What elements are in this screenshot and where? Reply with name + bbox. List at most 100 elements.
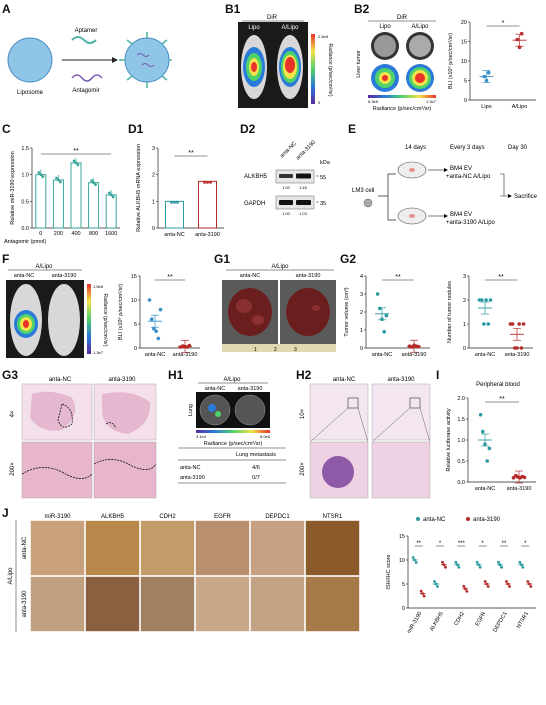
y-tick-label: 5 xyxy=(402,582,405,588)
ihc-image xyxy=(85,576,140,632)
y-tick-label: 0 xyxy=(402,606,405,612)
e-schematic: 14 days Every 3 days Day 30 LM3 cell BM4… xyxy=(352,145,538,226)
data-point xyxy=(107,191,111,195)
bar xyxy=(105,194,117,229)
bar xyxy=(88,182,100,229)
y-tick-label: 10 xyxy=(461,59,467,65)
y-tick-label: 1.0 xyxy=(21,173,29,179)
data-point xyxy=(109,193,113,197)
y-tick-label: 10 xyxy=(399,558,405,564)
y-tick-label: 0.5 xyxy=(21,199,29,205)
b1-imaging: DiR Lipo A/Lipo 2.5e8 0 Radiance (p/sec/… xyxy=(238,15,333,108)
ihc-image xyxy=(140,520,195,576)
d2-western-blot: anta-NC anta-3190 kDa ALKBH5 55 1.00 1.4… xyxy=(244,140,331,216)
h1-lung: A/Lipo anta-NC anta-3190 Lung 3.1e4 6.0e… xyxy=(178,377,286,484)
ihc-image xyxy=(30,520,85,576)
svg-text:anta-NC: anta-NC xyxy=(333,377,356,383)
x-tick-label: anta-3190 xyxy=(507,486,532,492)
svg-text:10×: 10× xyxy=(300,408,306,419)
data-point xyxy=(454,560,458,564)
x-axis-label: Antagomir (pmol) xyxy=(4,239,46,245)
y-axis-label: Relative luciferase activity xyxy=(446,408,452,472)
y-axis-label: Number of tumor nodules xyxy=(447,281,453,343)
x-tick-label: anta-3190 xyxy=(173,352,198,358)
y-tick-label: 0 xyxy=(360,346,363,352)
legend-marker xyxy=(416,517,420,521)
x-tick-label: anta-NC xyxy=(475,486,496,492)
liposome-label: Liposome xyxy=(17,90,44,96)
d2-row-1: ALKBH5 xyxy=(244,174,268,180)
e-g2: BM4 EV xyxy=(450,212,472,218)
y-tick-label: 10 xyxy=(131,298,137,304)
j-row-label: anta-3190 xyxy=(22,590,28,618)
data-point xyxy=(519,346,524,350)
c-chart: 0.0 0.5 1.0 1.5 Relative miR-3190 expression… xyxy=(4,146,120,245)
data-point xyxy=(378,306,382,311)
x-tick-label: anta-3190 xyxy=(505,352,530,358)
b2-colorbar xyxy=(368,95,436,98)
ihc-image xyxy=(30,576,85,632)
g3-histology: anta-NC anta-3190 4× 200× xyxy=(10,377,157,499)
bar xyxy=(165,200,184,229)
panel-label-e: E xyxy=(348,122,357,136)
legend-marker xyxy=(466,517,470,521)
liposome-diagram: Aptamer Antagomir Liposome xyxy=(7,28,172,96)
data-point xyxy=(154,329,158,333)
data-point xyxy=(170,200,173,204)
data-point xyxy=(500,565,503,569)
y-axis-label: BLI (x10⁶ p/sec/cm²/sr) xyxy=(447,33,454,89)
b2-liver-tumor: Liver tumor xyxy=(356,50,362,78)
data-point xyxy=(529,585,533,588)
svg-text:0/7: 0/7 xyxy=(252,475,260,481)
data-point xyxy=(488,298,493,302)
y-tick-label: 2 xyxy=(152,173,155,179)
svg-text:4/6: 4/6 xyxy=(252,465,260,471)
e-g2b: +anta-3190 A/Lipo xyxy=(446,220,496,226)
svg-text:anta-3190: anta-3190 xyxy=(238,386,263,392)
data-point xyxy=(173,200,176,204)
x-tick-label: DEPDC1 xyxy=(492,611,508,633)
j-col-label: DEPDC1 xyxy=(265,514,290,520)
svg-text:1.00: 1.00 xyxy=(282,211,291,216)
data-point xyxy=(203,180,206,184)
j-col-label: EGFR xyxy=(214,514,231,520)
ihc-image xyxy=(85,520,140,576)
data-point xyxy=(209,180,212,184)
x-tick-label: anta-3190 xyxy=(195,232,220,238)
data-point xyxy=(384,313,389,318)
panel-label-g3: G3 xyxy=(2,368,19,382)
data-point xyxy=(76,163,80,167)
b2-min: 5.3e5 xyxy=(368,99,379,104)
x-tick-label: NTSR1 xyxy=(516,611,530,630)
e-g1b: +anta-NC A/Lipo xyxy=(446,174,491,180)
f-imaging: A/Lipo anta-NC anta-3190 1.5e8 1.3e7 Rad… xyxy=(6,264,108,358)
y-axis-label: Relative miR-3190 expression xyxy=(10,151,16,224)
significance-label: * xyxy=(481,541,484,547)
data-point xyxy=(433,580,436,583)
svg-text:1.3e7: 1.3e7 xyxy=(93,350,104,355)
x-tick-label: CDH2 xyxy=(453,611,466,627)
data-point xyxy=(478,565,482,569)
y-axis-label: BLI (x10⁸ p/sec/cm²/sr) xyxy=(117,284,124,340)
data-point xyxy=(444,565,447,569)
svg-text:1.00: 1.00 xyxy=(282,185,291,190)
panel-label-d2: D2 xyxy=(240,122,256,136)
x-tick-label: miR-3190 xyxy=(406,611,423,635)
y-tick-label: 0 xyxy=(152,226,155,232)
data-point xyxy=(486,70,491,75)
data-point xyxy=(92,181,95,185)
data-point xyxy=(375,292,380,296)
data-point xyxy=(37,171,41,175)
ihc-image xyxy=(195,576,250,632)
x-tick-label: 1600 xyxy=(105,231,117,237)
svg-text:2: 2 xyxy=(274,347,277,353)
panel-label-g2: G2 xyxy=(340,252,357,266)
panel-label-h2: H2 xyxy=(296,368,312,382)
svg-text:1.5e8: 1.5e8 xyxy=(93,284,104,289)
significance-label: ** xyxy=(73,148,79,155)
b1-min: 0 xyxy=(318,100,321,105)
b1-radiance: Radiance (p/sec/cm²/sr) xyxy=(327,43,333,96)
data-point xyxy=(55,176,58,180)
x-tick-label: 200 xyxy=(54,231,63,237)
